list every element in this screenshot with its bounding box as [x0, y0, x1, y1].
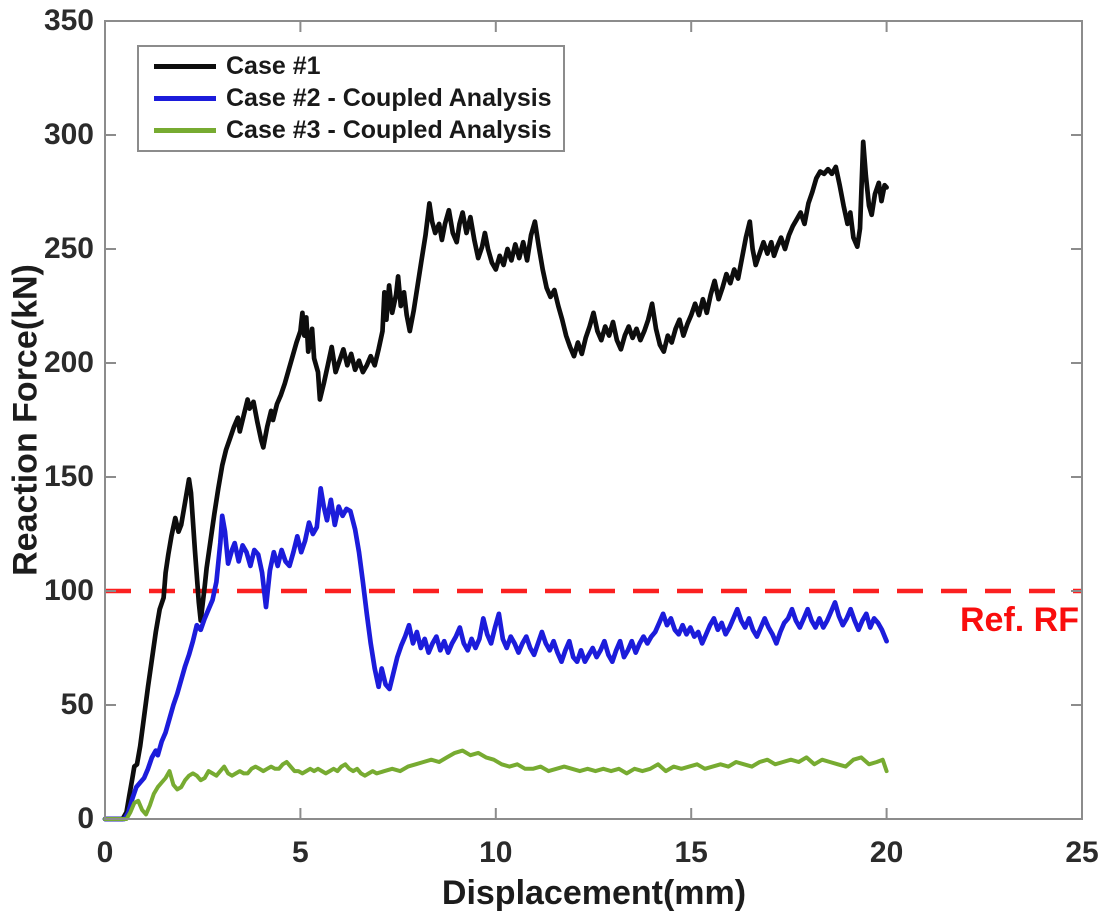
x-tick-label: 0 [96, 836, 114, 869]
legend-item-case-1: Case #1 [139, 51, 563, 82]
legend-item-case-3: Case #3 - Coupled Analysis [139, 115, 563, 146]
y-tick-label: 50 [60, 688, 94, 721]
y-tick-label: 200 [43, 346, 94, 379]
series-line-case-2 [102, 486, 889, 822]
legend-label-case-2: Case #2 - Coupled Analysis [226, 83, 552, 112]
legend-item-case-2: Case #2 - Coupled Analysis [139, 83, 563, 114]
y-tick-label: 0 [77, 802, 94, 835]
legend-label-case-1: Case #1 [226, 52, 321, 81]
legend: Case #1 Case #2 - Coupled Analysis Case … [137, 45, 565, 152]
series-line-case-1 [102, 139, 889, 822]
ref-rf-label: Ref. RF [960, 601, 1079, 639]
x-tick-label: 25 [1065, 836, 1099, 869]
y-tick-label: 300 [43, 118, 94, 151]
y-axis-title: Reaction Force(kN) [6, 264, 45, 576]
case-3-line-sample-icon [154, 127, 216, 133]
series-line-case-3 [103, 748, 889, 821]
x-axis-title: Displacement(mm) [441, 874, 747, 912]
x-tick-label: 10 [479, 836, 513, 869]
y-tick-label: 250 [43, 232, 94, 265]
y-tick-label: 100 [43, 574, 94, 607]
x-tick-label: 5 [292, 836, 309, 869]
x-tick-label: 15 [674, 836, 708, 869]
y-tick-label: 350 [43, 4, 94, 37]
case-2-line-sample-icon [154, 95, 216, 101]
y-tick-label: 150 [43, 460, 94, 493]
x-tick-label: 20 [869, 836, 904, 869]
case-1-line-sample-icon [154, 64, 216, 70]
legend-label-case-3: Case #3 - Coupled Analysis [226, 115, 552, 144]
axes-box [104, 20, 1083, 820]
